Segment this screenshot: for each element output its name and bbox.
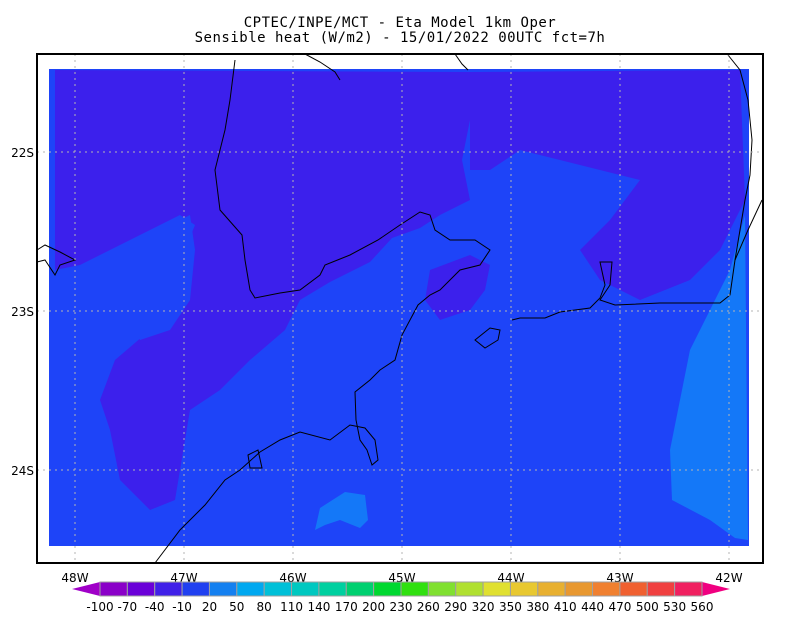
colorbar-label: 170: [335, 600, 358, 614]
colorbar-label: 380: [526, 600, 549, 614]
colorbar-box: [482, 581, 511, 597]
colorbar-label: 200: [362, 600, 385, 614]
island-santo-amaro: [247, 449, 263, 469]
colorbar-label: 410: [554, 600, 577, 614]
colorbar-box: [318, 581, 347, 597]
field-purple-northeast: [470, 70, 745, 300]
colorbar-label: 110: [280, 600, 303, 614]
colorbar-box: [427, 581, 457, 597]
colorbar-box: [674, 581, 703, 597]
coast-east: [511, 199, 763, 321]
colorbar-label: 470: [608, 600, 631, 614]
colorbar-box: [455, 581, 484, 597]
coast-north-fragment-2: [454, 53, 469, 71]
colorbar-box: [564, 581, 594, 597]
colorbar-box: [99, 581, 128, 597]
colorbar: -100 -70 -40 -10 20 50 80 110 140 170 200 230 260 290…: [72, 581, 730, 614]
colorbar-label: 50: [229, 600, 244, 614]
colorbar-label: 20: [202, 600, 217, 614]
colorbar-under-triangle: [72, 582, 100, 596]
colorbar-box: [126, 581, 156, 597]
colorbar-label: 350: [499, 600, 522, 614]
colorbar-box: [373, 581, 402, 597]
colorbar-label: 290: [444, 600, 467, 614]
field-purple-coastal: [425, 255, 490, 320]
title-line-2: Sensible heat (W/m2) - 15/01/2022 00UTC …: [194, 30, 606, 46]
map-field: [49, 69, 749, 546]
gridlines: [37, 54, 763, 563]
colorbar-label: 320: [472, 600, 495, 614]
colorbar-box: [345, 581, 375, 597]
lon-label: 48W: [61, 571, 88, 585]
colorbar-label: 230: [390, 600, 413, 614]
colorbar-label: 500: [636, 600, 659, 614]
colorbar-label: 530: [663, 600, 686, 614]
map-frame: [36, 53, 764, 564]
colorbar-box: [400, 581, 429, 597]
title-line-1: CPTEC/INPE/MCT - Eta Model 1km Oper: [243, 15, 557, 31]
lat-axis-labels: 22S 23S 24S: [11, 146, 34, 478]
lon-label: 42W: [715, 571, 742, 585]
colorbar-label: 440: [581, 600, 604, 614]
lat-label: 24S: [11, 464, 34, 478]
colorbar-label: -40: [145, 600, 165, 614]
coast-main: [154, 59, 491, 564]
colorbar-box: [537, 581, 566, 597]
colorbar-box: [592, 581, 621, 597]
island-ilhabela: [474, 327, 501, 349]
colorbar-label: 560: [691, 600, 714, 614]
colorbar-label: -100: [86, 600, 113, 614]
field-purple-west: [55, 70, 470, 510]
colorbar-box: [291, 581, 320, 597]
coastline: [36, 53, 763, 564]
lat-label: 22S: [11, 146, 34, 160]
colorbar-label: -70: [118, 600, 138, 614]
colorbar-box: [236, 581, 265, 597]
colorbar-label: -10: [172, 600, 192, 614]
colorbar-box: [646, 581, 676, 597]
colorbar-box: [263, 581, 293, 597]
lat-label: 23S: [11, 305, 34, 319]
colorbar-over-triangle: [702, 582, 730, 596]
colorbar-label: 260: [417, 600, 440, 614]
colorbar-box: [181, 581, 210, 597]
coast-north-fragments: [304, 53, 341, 81]
colorbar-label: 80: [257, 600, 272, 614]
field-blue-patch: [130, 215, 195, 340]
colorbar-box: [619, 581, 648, 597]
colorbar-label: 140: [307, 600, 330, 614]
coast-west-fragment: [36, 244, 77, 276]
colorbar-box: [509, 581, 539, 597]
field-lightblue-south: [315, 492, 368, 530]
coast-north: [727, 54, 753, 261]
colorbar-box: [208, 581, 238, 597]
colorbar-box: [154, 581, 183, 597]
